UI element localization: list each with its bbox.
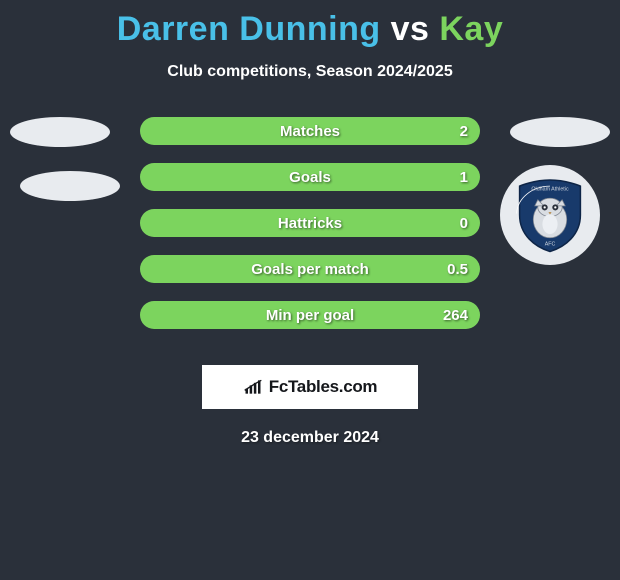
vs-text: vs — [391, 10, 430, 48]
crest-text-bottom: AFC — [545, 241, 556, 247]
stat-bar: Min per goal 264 — [140, 301, 480, 329]
stat-right-value: 0 — [460, 215, 468, 232]
subtitle: Club competitions, Season 2024/2025 — [0, 63, 620, 81]
stat-bar: Matches 2 — [140, 117, 480, 145]
player2-name: Kay — [439, 10, 503, 48]
stat-bar: Goals per match 0.5 — [140, 255, 480, 283]
stat-bar: Goals 1 — [140, 163, 480, 191]
stat-bars: Matches 2 Goals 1 Hattricks 0 Goals per … — [140, 117, 480, 347]
stat-label: Goals per match — [251, 261, 369, 278]
player1-club-placeholder — [20, 171, 120, 201]
stat-label: Min per goal — [266, 307, 354, 324]
brand-badge[interactable]: FcTables.com — [202, 365, 418, 409]
bar-chart-icon — [243, 378, 263, 396]
stat-bar: Hattricks 0 — [140, 209, 480, 237]
stat-label: Hattricks — [278, 215, 342, 232]
shield-owl-icon: Oldham Athletic AFC — [512, 177, 588, 253]
stat-right-value: 1 — [460, 169, 468, 186]
brand-text: FcTables.com — [269, 377, 378, 397]
stat-label: Goals — [289, 169, 331, 186]
stat-label: Matches — [280, 123, 340, 140]
player2-club-crest: Oldham Athletic AFC — [500, 165, 600, 265]
player1-name: Darren Dunning — [117, 10, 381, 48]
stats-area: Oldham Athletic AFC Matches 2 Goa — [0, 117, 620, 347]
stat-right-value: 2 — [460, 123, 468, 140]
date-text: 23 december 2024 — [0, 429, 620, 447]
player1-photo-placeholder — [10, 117, 110, 147]
player2-photo-placeholder — [510, 117, 610, 147]
stat-right-value: 264 — [443, 307, 468, 324]
stat-right-value: 0.5 — [447, 261, 468, 278]
crest-text-top: Oldham Athletic — [531, 187, 569, 193]
page-title: Darren Dunning vs Kay — [0, 0, 620, 49]
